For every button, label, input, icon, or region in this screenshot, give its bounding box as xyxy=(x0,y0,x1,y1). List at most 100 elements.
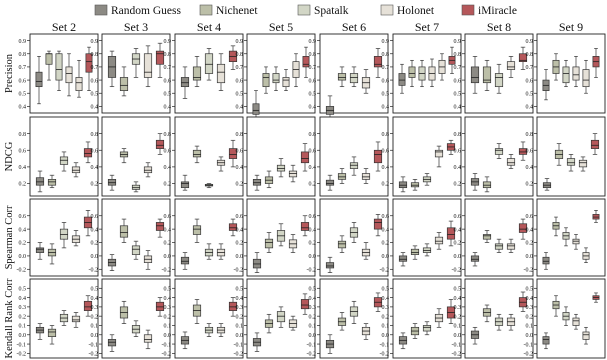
legend-swatch xyxy=(94,4,108,16)
column-title-set-2: Set 2 xyxy=(52,20,76,34)
panel-precision-set-9: 0.4 0.5 0.6 0.7 0.8 0.9 xyxy=(526,33,606,114)
box-iqr xyxy=(59,156,69,165)
y-tick-label: 0.4 xyxy=(236,105,244,111)
y-tick-label: 0.5 xyxy=(236,91,244,97)
box-iqr xyxy=(302,56,310,68)
y-tick-label: 0.4 xyxy=(526,296,534,302)
box-iqr xyxy=(55,53,63,81)
y-tick-label: 0.8 xyxy=(526,52,534,58)
y-tick-label: 0.2 xyxy=(91,241,99,247)
box-iqr xyxy=(204,53,214,74)
y-tick-label: 0.5 xyxy=(236,286,244,292)
panel-precision-set-3: 0.4 0.5 0.6 0.7 0.8 0.9 xyxy=(91,33,171,114)
y-tick-label: 0.6 xyxy=(236,148,244,154)
box-3 xyxy=(276,223,286,247)
box-4 xyxy=(506,56,516,78)
y-tick-label: 0.6 xyxy=(526,148,534,154)
box-iqr xyxy=(252,179,262,186)
panel-spearman-corr-set-7: -0.2 0.0 0.2 0.4 0.6 xyxy=(380,198,462,277)
box-iqr xyxy=(35,247,45,253)
box-5 xyxy=(582,326,590,345)
box-4 xyxy=(71,230,81,247)
y-tick-label: 0.0 xyxy=(164,254,172,260)
y-tick-label: 0.5 xyxy=(309,91,317,97)
y-tick-label: 0.0 xyxy=(309,333,317,339)
y-tick-label: -0.1 xyxy=(89,342,99,348)
y-tick-label: -0.1 xyxy=(234,342,244,348)
box-iqr xyxy=(47,179,57,186)
y-tick-label: 0.9 xyxy=(236,39,244,45)
box-iqr xyxy=(422,325,432,332)
y-tick-label: 0.8 xyxy=(19,52,27,58)
y-tick-label: 0.7 xyxy=(526,65,534,71)
box-4 xyxy=(216,156,226,172)
y-tick-label: 0.0 xyxy=(382,333,390,339)
y-tick-label: 0.8 xyxy=(382,52,390,58)
column-title-set-4: Set 4 xyxy=(197,20,221,34)
y-tick-label: 0.1 xyxy=(454,324,462,330)
y-tick-label: -0.1 xyxy=(162,342,172,348)
y-tick-label: 0.2 xyxy=(19,314,27,320)
y-tick-label: 0.5 xyxy=(309,286,317,292)
box-5 xyxy=(83,141,93,164)
box-iqr xyxy=(337,173,347,180)
box-iqr xyxy=(410,248,420,255)
box-iqr xyxy=(300,222,310,231)
box-5 xyxy=(155,133,165,155)
box-3 xyxy=(204,323,214,337)
box-iqr xyxy=(325,179,335,186)
y-tick-label: 0.1 xyxy=(164,324,172,330)
panel-ndcg-set-2: 0.2 0.4 0.6 0.8 xyxy=(19,116,99,197)
box-4 xyxy=(282,69,290,91)
y-tick-label: 0.8 xyxy=(309,52,317,58)
y-tick-label: 0.4 xyxy=(454,105,462,111)
box-2 xyxy=(47,174,57,189)
y-tick-label: -0.2 xyxy=(89,352,99,358)
box-iqr xyxy=(446,227,456,240)
box-iqr xyxy=(325,262,335,269)
box-iqr xyxy=(83,148,93,158)
box-2 xyxy=(554,143,564,166)
box-iqr xyxy=(85,53,93,73)
box-iqr xyxy=(398,73,406,86)
box-3 xyxy=(59,151,69,172)
y-tick-label: 0.4 xyxy=(382,105,390,111)
y-tick-label: 0.4 xyxy=(19,227,27,233)
y-tick-label: 0.0 xyxy=(454,254,462,260)
box-3 xyxy=(418,59,426,88)
column-title-set-9: Set 9 xyxy=(559,20,583,34)
y-tick-label: 0.1 xyxy=(19,324,27,330)
box-2 xyxy=(119,148,129,164)
box-iqr xyxy=(518,223,528,233)
box-iqr xyxy=(572,317,580,326)
box-iqr xyxy=(262,73,270,88)
box-4 xyxy=(506,154,516,169)
box-iqr xyxy=(216,63,226,84)
box-4 xyxy=(143,329,153,350)
box-2 xyxy=(410,245,420,260)
box-2 xyxy=(337,235,347,253)
box-iqr xyxy=(518,148,528,155)
y-tick-label: 0.2 xyxy=(382,314,390,320)
box-2 xyxy=(264,313,274,334)
panel-precision-set-6: 0.4 0.5 0.6 0.7 0.8 0.9 xyxy=(309,33,389,120)
y-tick-label: 0.1 xyxy=(236,324,244,330)
legend-swatch xyxy=(199,4,213,16)
y-tick-label: 0.4 xyxy=(91,105,99,111)
box-1 xyxy=(252,252,262,274)
y-tick-label: 0.5 xyxy=(19,286,27,292)
y-tick-label: 0.6 xyxy=(91,148,99,154)
box-2 xyxy=(482,176,492,193)
panel-kendall-rank-corr-set-4: -0.2 -0.1 0.0 0.1 0.2 0.3 0.4 0.5 xyxy=(162,278,244,359)
box-iqr xyxy=(434,149,444,158)
y-tick-label: 0.6 xyxy=(382,78,390,84)
box-3 xyxy=(562,306,570,326)
box-3 xyxy=(494,313,504,331)
box-iqr xyxy=(192,66,202,81)
legend-label: Random Guess xyxy=(111,5,181,17)
y-tick-label: 0.2 xyxy=(382,182,390,188)
y-tick-label: 0.1 xyxy=(382,324,390,330)
legend-item-imiracle: iMiracle xyxy=(461,4,517,17)
box-5 xyxy=(228,45,238,70)
panel-frame xyxy=(101,278,171,359)
